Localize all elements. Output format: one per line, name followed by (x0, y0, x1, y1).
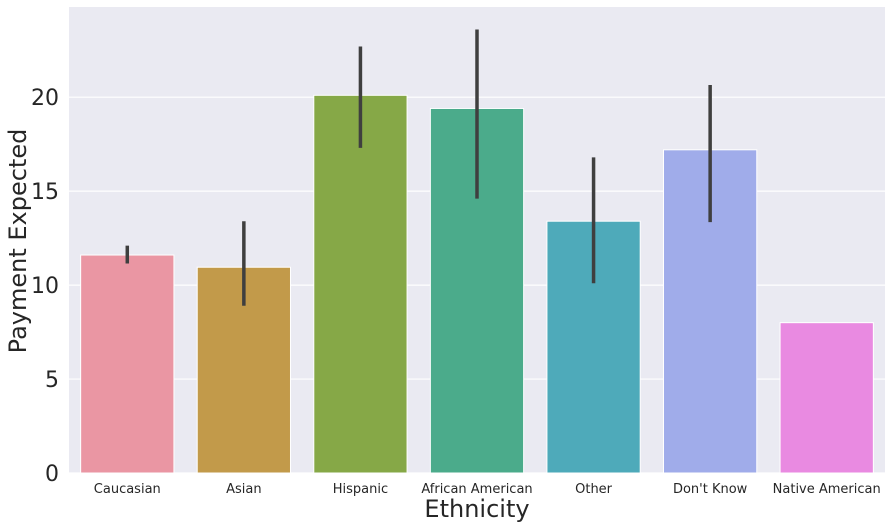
x-tick-label: Caucasian (94, 482, 161, 497)
x-tick-label: Native American (773, 482, 881, 497)
y-tick-label: 20 (31, 86, 59, 111)
x-tick-label: African American (421, 482, 532, 497)
bar (779, 322, 874, 474)
error-bars (125, 29, 712, 306)
y-axis-label: Payment Expected (4, 129, 32, 354)
bar (429, 107, 525, 474)
y-tick-label: 10 (31, 274, 59, 299)
x-axis-label: Ethnicity (424, 495, 529, 523)
x-tick-label: Asian (226, 482, 261, 497)
x-tick-label: Hispanic (333, 482, 388, 497)
y-tick-label: 15 (31, 180, 59, 205)
x-tick-label: Other (575, 482, 613, 497)
bar (80, 254, 175, 474)
y-tick-label: 0 (45, 462, 59, 487)
y-tick-labels: 0 5 10 15 20 (31, 86, 59, 487)
x-tick-label: Don't Know (673, 482, 748, 497)
y-tick-label: 5 (45, 368, 59, 393)
bar (313, 94, 408, 474)
x-tick-labels: Caucasian Asian Hispanic African American Ot… (94, 482, 881, 497)
